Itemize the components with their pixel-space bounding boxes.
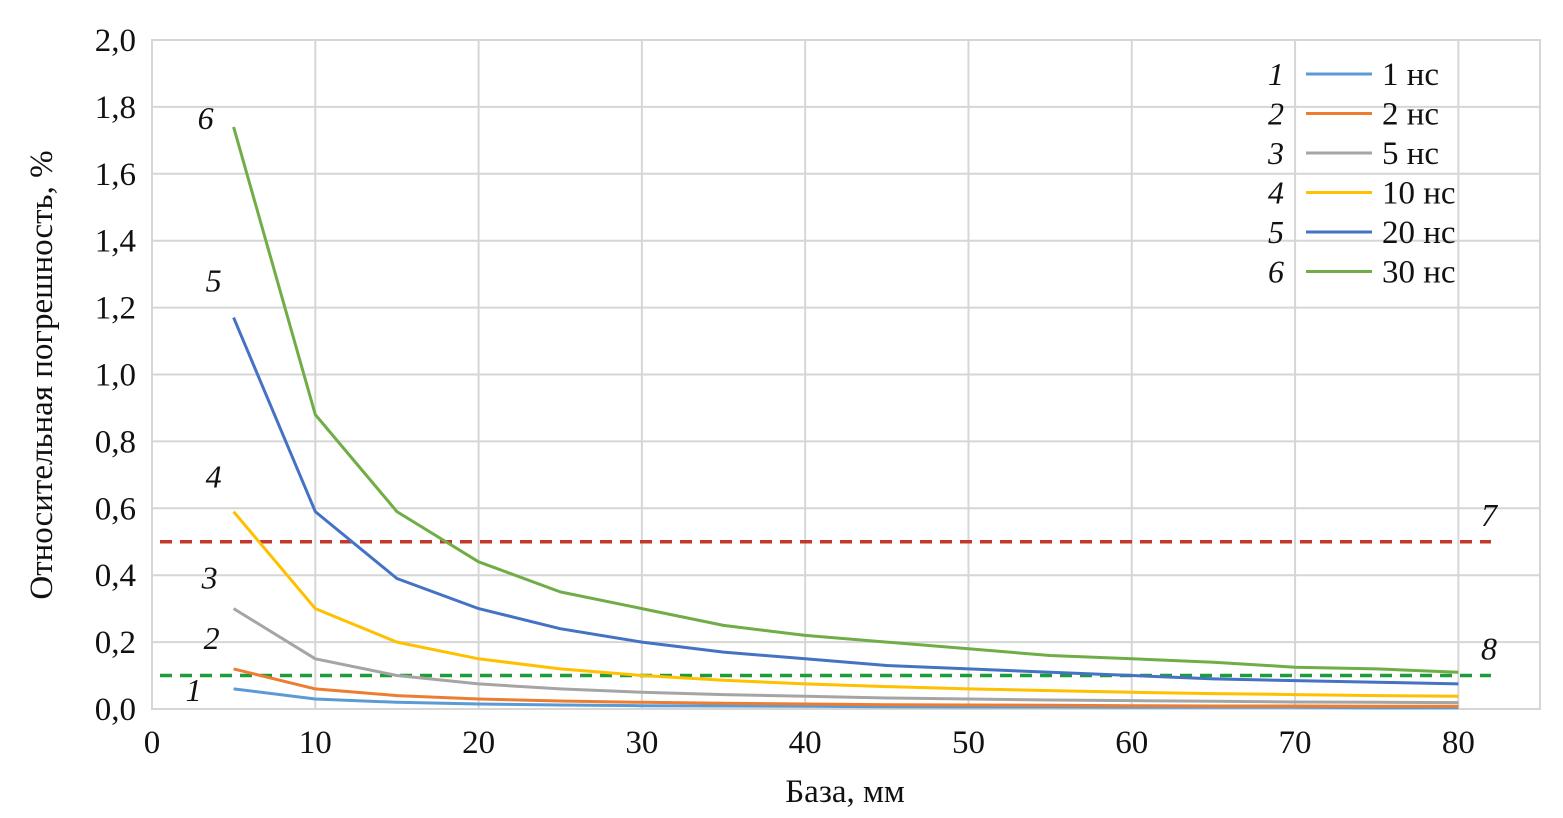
curve-number-3: 3 xyxy=(201,560,218,596)
legend-number-6: 6 xyxy=(1268,254,1284,290)
y-tick-label: 0,4 xyxy=(95,558,136,594)
legend-number-2: 2 xyxy=(1268,96,1284,132)
legend-label-5: 20 нс xyxy=(1382,215,1456,251)
curve-number-5: 5 xyxy=(206,263,222,299)
series-line-3 xyxy=(232,607,1459,705)
series-line-6 xyxy=(232,126,1459,674)
x-axis-title: База, мм xyxy=(785,774,905,810)
legend-number-4: 4 xyxy=(1268,175,1284,211)
y-tick-label: 1,4 xyxy=(95,224,136,260)
reference-line-number-8: 8 xyxy=(1481,631,1497,667)
legend-label-6: 30 нс xyxy=(1382,255,1456,291)
curve-number-1: 1 xyxy=(186,672,202,708)
x-tick-label: 0 xyxy=(144,725,161,761)
reference-lines xyxy=(160,540,1492,678)
x-tick-label: 60 xyxy=(1115,725,1148,761)
y-tick-label: 2,0 xyxy=(95,23,136,59)
axes: 0 10 20 30 40 50 60 70 80 0,0 0,2 0,4 0,6 0,8 1,0 1,2 1,… xyxy=(95,23,1475,761)
series-line-4 xyxy=(232,510,1459,698)
x-tick-label: 50 xyxy=(952,725,985,761)
y-tick-label: 1,8 xyxy=(95,90,136,126)
legend-label-1: 1 нс xyxy=(1382,57,1439,93)
legend-number-3: 3 xyxy=(1267,135,1284,171)
legend-label-2: 2 нс xyxy=(1382,97,1439,133)
x-tick-label: 10 xyxy=(299,725,332,761)
x-tick-label: 40 xyxy=(789,725,822,761)
y-tick-label: 0,6 xyxy=(95,491,136,527)
reference-line-number-7: 7 xyxy=(1481,497,1499,533)
x-tick-label: 20 xyxy=(462,725,495,761)
grid xyxy=(151,39,1541,710)
y-tick-label: 1,2 xyxy=(95,291,136,327)
series-line-5 xyxy=(232,317,1459,686)
legend-number-1: 1 xyxy=(1268,56,1284,92)
series-line-2 xyxy=(233,667,1459,708)
legend-label-3: 5 нс xyxy=(1382,136,1439,172)
y-tick-label: 0,0 xyxy=(95,692,136,728)
x-tick-label: 80 xyxy=(1442,725,1475,761)
legend: 1 1 нс 2 2 нс 3 5 нс 4 10 нс 5 20 нс 6 30 нс xyxy=(1267,56,1456,291)
x-tick-label: 70 xyxy=(1279,725,1312,761)
legend-number-5: 5 xyxy=(1268,214,1284,250)
curve-number-6: 6 xyxy=(198,100,214,136)
legend-label-4: 10 нс xyxy=(1382,176,1456,212)
x-tick-label: 30 xyxy=(625,725,658,761)
data-series xyxy=(232,126,1459,710)
y-tick-label: 0,2 xyxy=(95,625,136,661)
y-axis-title: Относительная погрешность, % xyxy=(24,150,60,599)
y-tick-label: 1,6 xyxy=(95,157,136,193)
y-tick-label: 0,8 xyxy=(95,424,136,460)
y-tick-label: 1,0 xyxy=(95,358,136,394)
curve-number-2: 2 xyxy=(204,620,220,656)
curve-number-4: 4 xyxy=(206,459,222,495)
